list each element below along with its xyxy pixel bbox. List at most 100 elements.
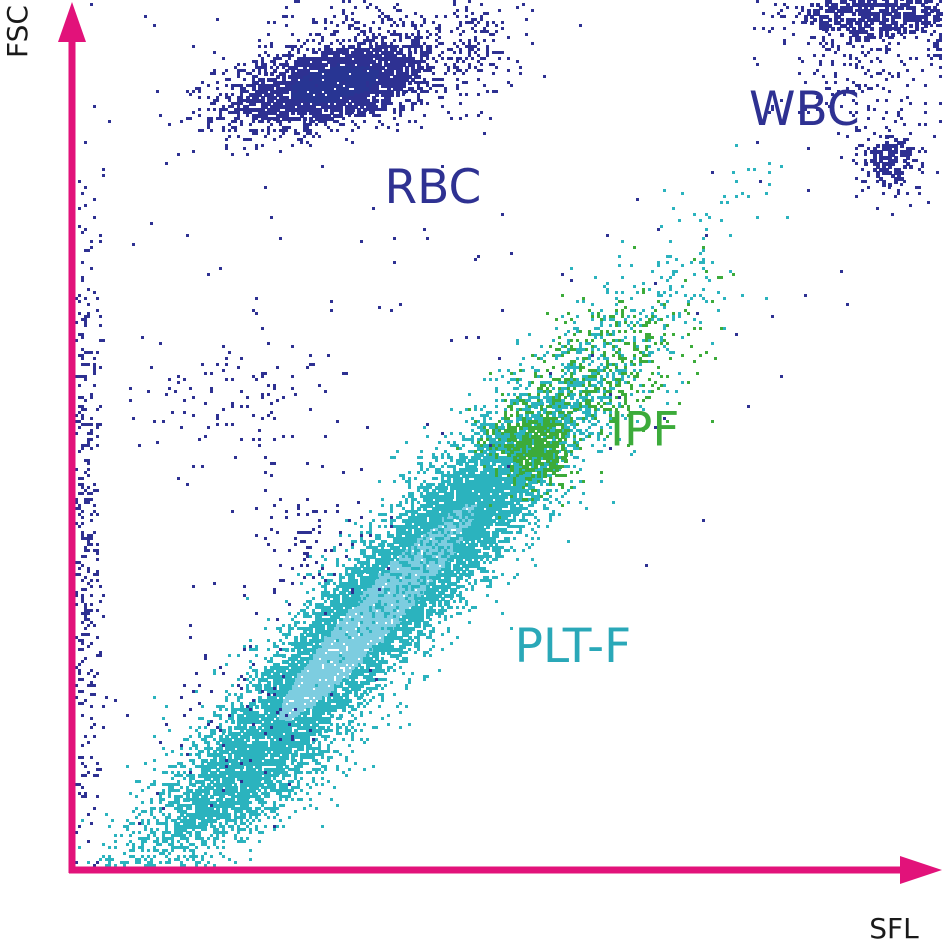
data-point xyxy=(351,75,355,79)
data-point xyxy=(285,96,289,100)
data-point xyxy=(306,132,309,135)
data-point xyxy=(372,48,376,52)
data-point xyxy=(237,72,240,75)
data-point xyxy=(258,45,261,48)
data-point xyxy=(186,90,189,93)
data-point xyxy=(873,3,877,7)
data-point xyxy=(897,192,900,195)
data-point xyxy=(909,12,913,16)
data-point xyxy=(339,114,343,118)
data-point xyxy=(207,846,210,849)
data-point xyxy=(855,57,858,60)
data-point xyxy=(255,117,258,120)
data-point xyxy=(309,81,313,85)
data-point xyxy=(306,123,309,126)
data-point xyxy=(282,114,286,118)
data-point xyxy=(183,792,186,795)
data-point xyxy=(357,27,360,30)
data-point xyxy=(447,57,450,60)
data-point xyxy=(357,612,361,616)
data-point xyxy=(402,54,406,58)
data-point xyxy=(384,15,387,18)
data-point xyxy=(354,93,358,97)
data-point xyxy=(210,102,213,105)
data-point xyxy=(276,705,280,709)
data-point xyxy=(291,93,295,97)
data-point xyxy=(834,21,838,25)
data-point xyxy=(345,69,349,73)
data-point xyxy=(258,84,262,88)
data-point xyxy=(408,81,412,85)
data-point xyxy=(336,24,339,27)
data-point xyxy=(336,609,340,613)
data-point xyxy=(390,42,393,45)
data-point xyxy=(312,624,316,628)
data-point xyxy=(318,726,322,730)
data-point xyxy=(276,84,280,88)
data-point xyxy=(852,33,856,37)
data-point xyxy=(339,60,343,64)
data-point xyxy=(333,96,337,100)
data-point xyxy=(264,69,267,72)
data-point xyxy=(315,33,318,36)
data-point xyxy=(849,63,852,66)
data-point xyxy=(321,93,325,97)
data-point xyxy=(465,81,468,84)
data-point xyxy=(396,45,399,48)
data-point xyxy=(264,105,268,109)
data-point xyxy=(312,96,316,100)
data-point xyxy=(255,99,259,103)
data-point xyxy=(921,21,925,25)
data-point xyxy=(897,75,900,78)
data-point xyxy=(300,57,304,61)
data-point xyxy=(939,54,942,57)
data-point xyxy=(297,75,301,79)
data-point xyxy=(456,606,459,609)
data-point xyxy=(909,150,912,153)
data-point xyxy=(903,15,907,19)
data-point xyxy=(237,84,240,87)
data-point xyxy=(441,519,445,523)
data-point xyxy=(240,840,243,843)
data-point xyxy=(915,18,919,22)
data-point xyxy=(369,51,372,54)
data-point xyxy=(909,18,913,22)
data-point xyxy=(294,741,298,745)
data-point xyxy=(387,99,391,103)
data-point xyxy=(762,27,765,30)
data-point xyxy=(882,147,886,151)
data-point xyxy=(936,48,939,51)
data-point xyxy=(798,57,801,60)
data-point xyxy=(459,69,462,72)
data-point xyxy=(492,21,495,24)
data-point xyxy=(456,78,459,81)
data-point xyxy=(384,42,387,45)
data-point xyxy=(444,63,447,66)
data-point xyxy=(828,105,831,108)
data-point xyxy=(306,39,309,42)
data-point xyxy=(393,84,396,87)
data-point xyxy=(381,21,384,24)
data-point xyxy=(897,177,901,181)
data-point xyxy=(495,552,498,555)
data-point xyxy=(411,66,415,70)
data-point xyxy=(213,102,216,105)
data-point xyxy=(369,108,372,111)
data-point xyxy=(879,9,883,13)
data-point xyxy=(345,99,349,103)
data-point xyxy=(336,108,340,112)
data-point xyxy=(507,36,510,39)
data-point xyxy=(390,18,393,21)
data-point xyxy=(210,120,213,123)
data-point xyxy=(522,3,525,6)
data-point xyxy=(417,45,420,48)
data-point xyxy=(339,69,343,73)
data-point xyxy=(444,462,447,465)
data-point xyxy=(126,825,129,828)
data-point xyxy=(867,39,870,42)
data-point xyxy=(927,21,931,25)
data-point xyxy=(879,159,883,163)
data-point xyxy=(630,393,633,396)
data-point xyxy=(909,132,912,135)
data-point xyxy=(861,51,864,54)
